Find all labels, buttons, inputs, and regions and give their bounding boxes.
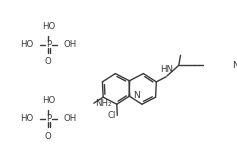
Text: N: N	[232, 61, 237, 70]
Text: Cl: Cl	[107, 111, 116, 120]
Text: N: N	[133, 91, 140, 100]
Text: HN: HN	[160, 65, 173, 74]
Text: OH: OH	[64, 40, 77, 49]
Text: HO: HO	[42, 22, 55, 31]
Text: OH: OH	[64, 114, 77, 123]
Text: P: P	[46, 114, 51, 123]
Text: HO: HO	[20, 40, 33, 49]
Text: P: P	[46, 40, 51, 49]
Text: HO: HO	[42, 96, 55, 105]
Text: HO: HO	[20, 114, 33, 123]
Text: O: O	[45, 57, 52, 66]
Text: NH₂: NH₂	[96, 99, 112, 108]
Text: O: O	[45, 132, 52, 141]
